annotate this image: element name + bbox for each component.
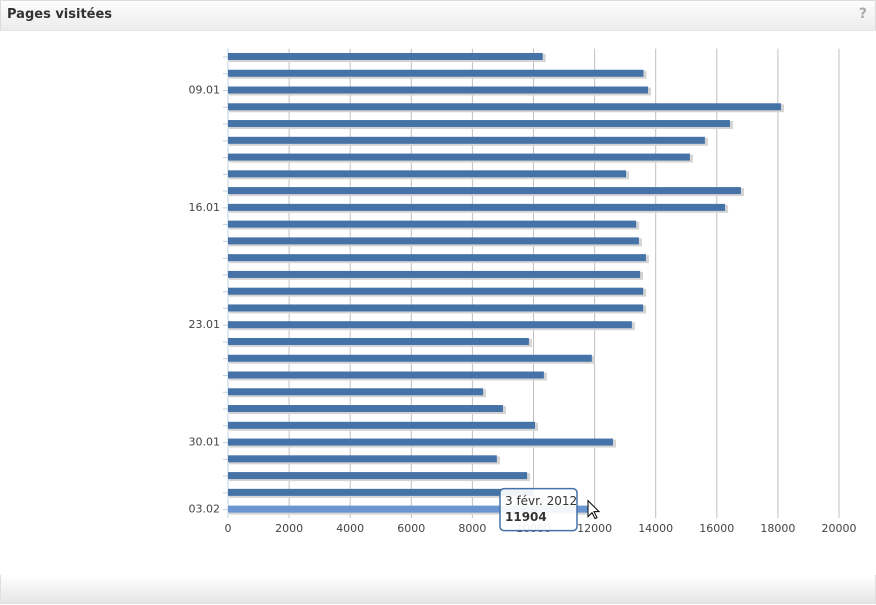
bar [228,421,536,429]
x-tick-label: 4000 [336,522,364,535]
bar [228,304,644,312]
tooltip-date: 3 févr. 2012 [505,494,577,508]
bar [228,337,529,345]
bar [228,220,637,228]
bar [228,170,627,178]
x-tick-label: 14000 [638,522,673,535]
x-tick-label: 0 [225,522,232,535]
help-button[interactable]: ? [858,6,867,22]
panel-title: Pages visitées [7,7,113,22]
bar [228,438,613,446]
bar [228,69,644,77]
bar [228,203,726,211]
x-tick-label: 12000 [577,522,612,535]
tooltip-box [499,487,578,532]
x-tick-label: 18000 [760,522,795,535]
x-tick-label: 16000 [699,522,734,535]
bar [228,237,639,245]
bar [228,136,705,144]
x-tick-label: 8000 [458,522,486,535]
chart: 0200040006000800010000120001400016000180… [189,48,857,535]
x-tick-label: 6000 [397,522,425,535]
bar [228,187,741,195]
tooltip: 3 févr. 2012 11904 [499,487,578,532]
bar [228,405,503,413]
y-tick-label: 30.01 [189,436,221,449]
bar [228,354,592,362]
bar [228,321,632,329]
tooltip-value: 11904 [505,510,547,524]
bar [228,287,644,295]
y-tick-label: 16.01 [189,201,221,214]
bar [228,505,592,513]
y-tick-label: 03.02 [189,503,221,516]
bar [228,488,534,496]
bar [228,120,730,128]
bar [228,52,543,60]
cursor [587,499,601,520]
panel-header: Pages visitées ? [0,0,876,31]
bar [228,103,781,111]
y-tick-label: 23.01 [189,318,221,331]
bar [228,388,484,396]
bar [228,86,649,94]
bar [228,254,646,262]
panel-footer [0,575,876,604]
bar [228,270,641,278]
bar [228,153,690,161]
bar [228,371,544,379]
bar [228,455,497,463]
x-tick-label: 2000 [275,522,303,535]
bar [228,472,528,480]
x-tick-label: 20000 [822,522,857,535]
y-tick-label: 09.01 [189,84,221,97]
